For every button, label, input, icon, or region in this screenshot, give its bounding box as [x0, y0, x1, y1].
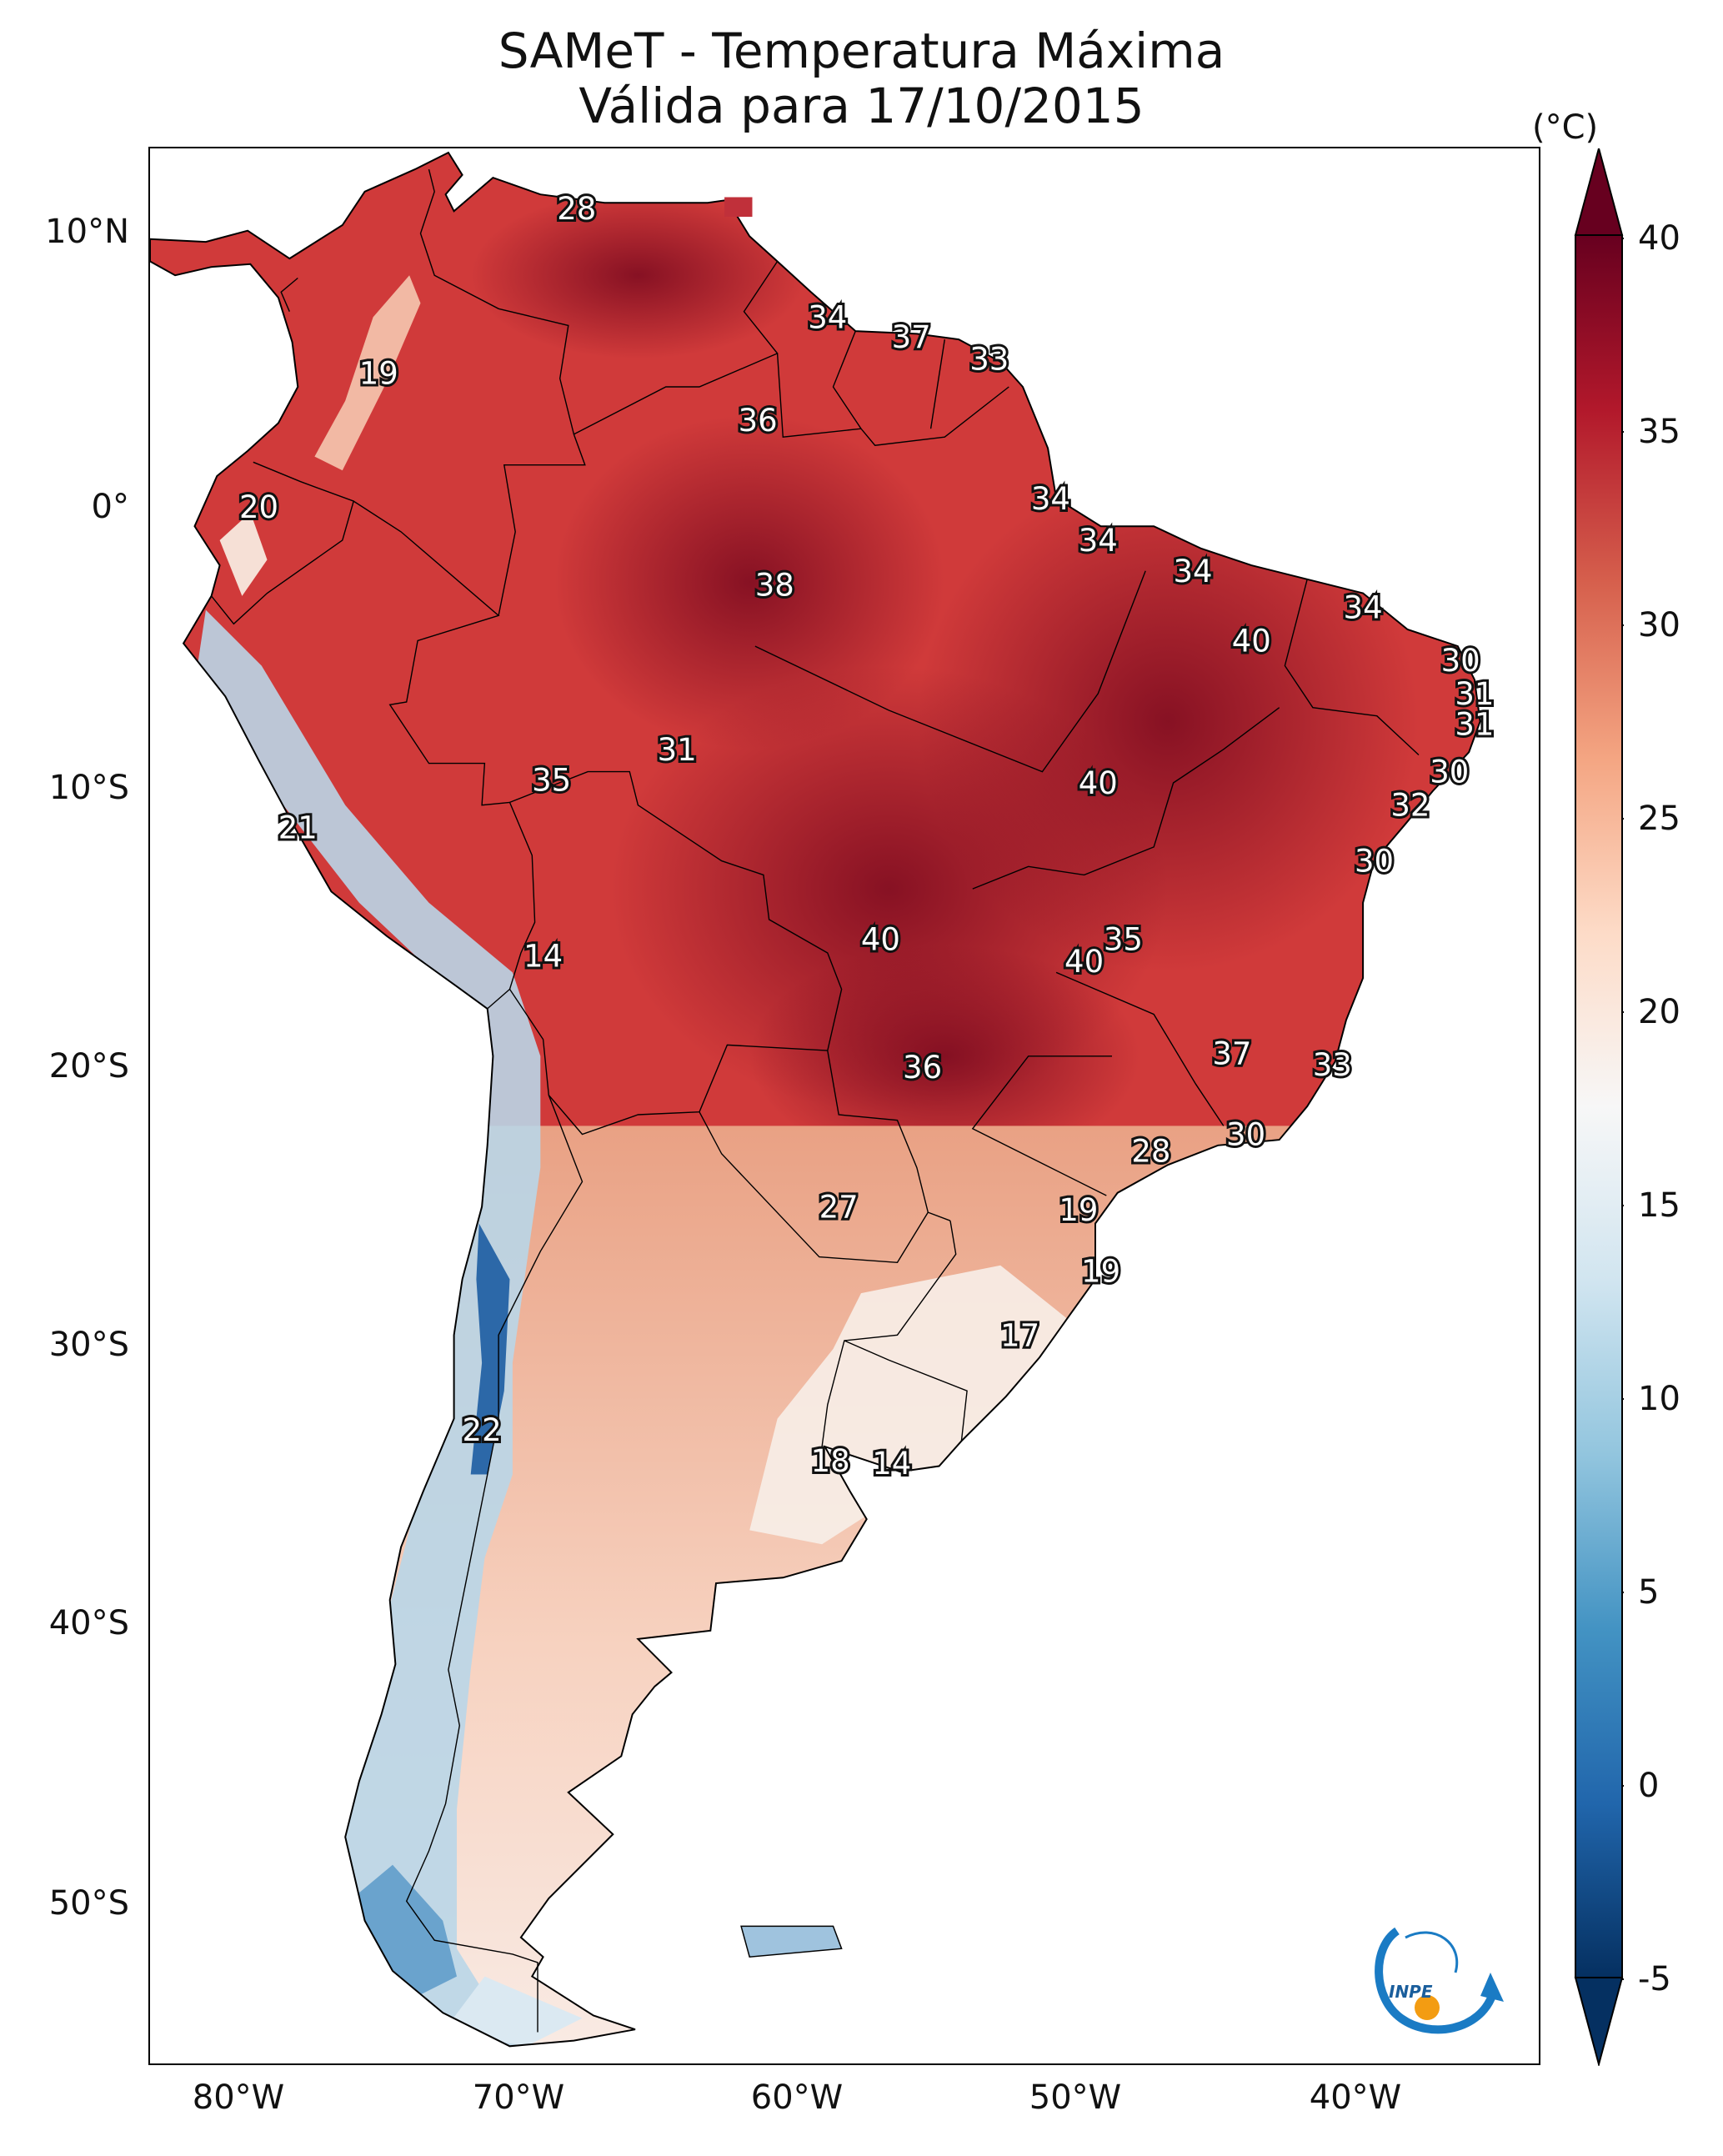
temperature-value-label: 33 [1313, 1047, 1352, 1083]
colorbar-tick-label: 20 [1638, 993, 1680, 1031]
lat-label: 50°S [48, 1884, 129, 1923]
temperature-value-label: 28 [557, 191, 596, 227]
temperature-value-label: 33 [969, 342, 1009, 378]
colorbar-ramp [1575, 234, 1623, 1978]
lon-label: 60°W [750, 2078, 844, 2117]
inpe-logo: INPE [1375, 1927, 1504, 2034]
temperature-value-label: 40 [861, 921, 900, 957]
colorbar-tick-label: 5 [1638, 1573, 1660, 1612]
temperature-value-label: 36 [739, 403, 778, 439]
colorbar-max-extend [1574, 148, 1624, 236]
temperature-value-label: 30 [1226, 1117, 1265, 1153]
lon-label: 40°W [1309, 2078, 1402, 2117]
temperature-value-label: 19 [1059, 1192, 1098, 1228]
temperature-value-label: 30 [1441, 643, 1480, 679]
temperature-value-label: 40 [1064, 944, 1104, 980]
temperature-value-label: 30 [1355, 844, 1394, 880]
colorbar-min-extend [1574, 1977, 1624, 2066]
colorbar-units: (°C) [1532, 108, 1599, 147]
lat-label: 0° [91, 488, 129, 526]
temperature-value-label: 35 [532, 763, 571, 799]
temperature-value-label: 18 [811, 1443, 850, 1479]
lat-label: 20°S [48, 1047, 129, 1086]
colorbar-tick-label: 15 [1638, 1186, 1680, 1225]
temperature-value-label: 34 [1173, 554, 1212, 589]
temperature-value-label: 36 [903, 1050, 942, 1086]
lon-label: 80°W [192, 2078, 285, 2117]
colorbar-tick-label: 25 [1638, 800, 1680, 838]
temperature-value-label: 20 [239, 489, 278, 525]
temperature-value-label: 19 [359, 355, 398, 391]
colorbar-tick-label: 30 [1638, 606, 1680, 644]
temperature-value-label: 35 [1104, 921, 1143, 957]
temperature-value-label: 31 [658, 732, 697, 768]
colorbar [1574, 148, 1624, 2066]
lon-label: 70°W [472, 2078, 565, 2117]
temperature-value-label: 34 [1031, 481, 1070, 517]
temperature-value-label: 34 [808, 299, 847, 335]
temperature-value-label: 34 [1079, 523, 1118, 559]
lon-label: 50°W [1029, 2078, 1122, 2117]
logo-dot [1415, 1995, 1440, 2020]
country-borders [211, 168, 1420, 2033]
temperature-value-label: 27 [819, 1189, 859, 1225]
map-subtitle: Válida para 17/10/2015 [579, 78, 1144, 134]
temperature-value-label: 38 [755, 568, 794, 604]
map-title: SAMeT - Temperatura Máxima [498, 23, 1225, 79]
colorbar-tick-label: -5 [1638, 1960, 1671, 1998]
continent-layer [150, 151, 1481, 2048]
colorbar-tick-label: 40 [1638, 219, 1680, 258]
temperature-value-label: 37 [1212, 1036, 1251, 1072]
temperature-value-label: 32 [1390, 788, 1430, 824]
map-panel: 28 19 34 37 33 36 20 34 34 34 38 34 40 30 31 31 31 35 40 30… [148, 147, 1540, 2065]
temperature-value-label: 19 [1081, 1253, 1120, 1289]
temperature-value-label: 31 [1455, 707, 1494, 743]
temperature-value-label: 40 [1232, 623, 1271, 659]
svg-text:INPE: INPE [1389, 1982, 1433, 2002]
temperature-value-label: 28 [1131, 1134, 1170, 1170]
temperature-value-label: 17 [1000, 1317, 1039, 1353]
colorbar-tick-label: 10 [1638, 1380, 1680, 1418]
temperature-value-label: 22 [463, 1412, 502, 1448]
temperature-value-label: 21 [278, 810, 318, 846]
temperature-value-label: 30 [1430, 755, 1469, 790]
colorbar-tick-label: 35 [1638, 413, 1680, 451]
temperature-value-label: 14 [872, 1446, 911, 1482]
lat-label: 10°N [45, 213, 129, 251]
temperature-value-label: 14 [523, 938, 563, 974]
temperature-value-label: 31 [1455, 676, 1494, 712]
colorbar-tick-label: 0 [1638, 1767, 1660, 1805]
lat-label: 10°S [48, 769, 129, 807]
lat-label: 40°S [48, 1604, 129, 1642]
temperature-value-label: 40 [1079, 765, 1118, 801]
lat-label: 30°S [48, 1326, 129, 1364]
temperature-value-label: 34 [1344, 589, 1383, 625]
temperature-value-label: 37 [892, 319, 931, 355]
